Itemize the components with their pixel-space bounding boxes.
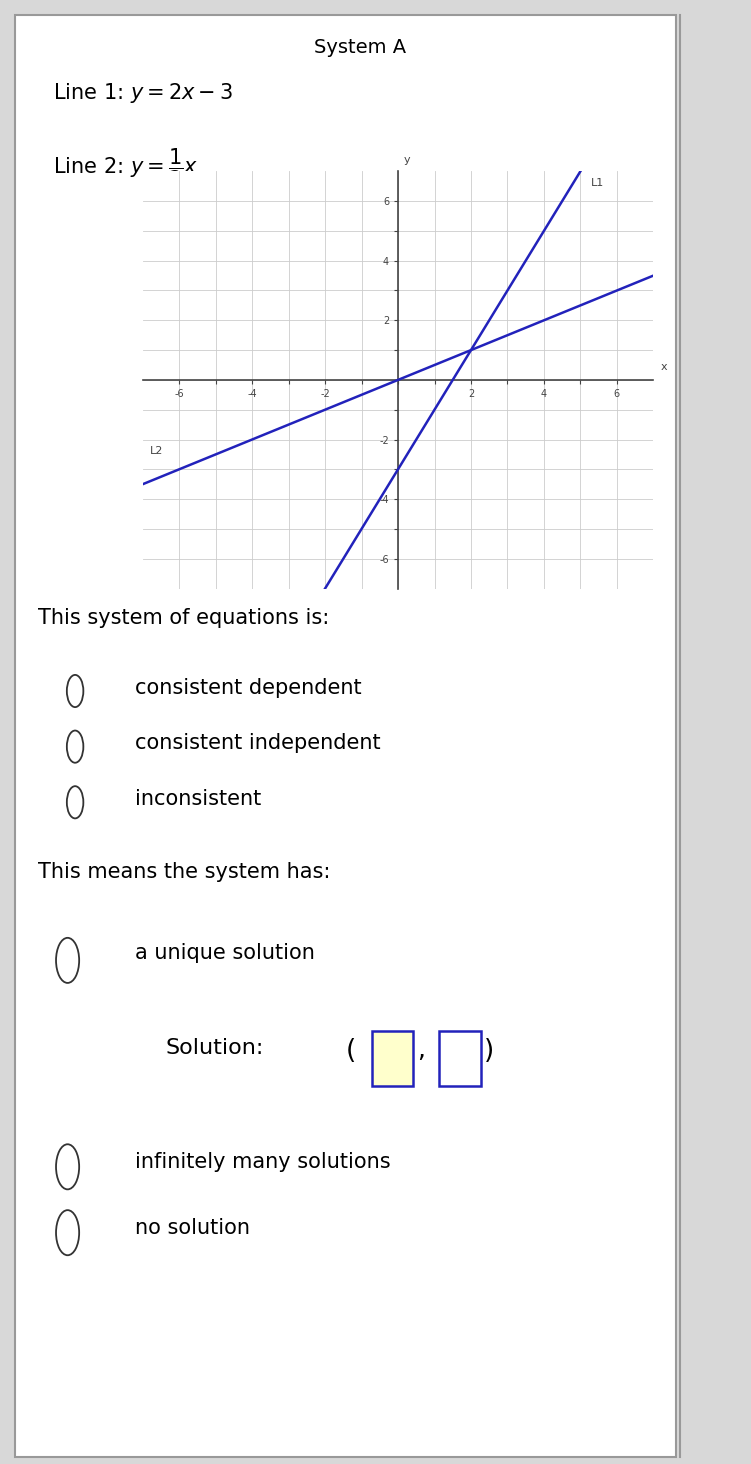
Text: L1: L1 (591, 179, 605, 189)
Text: (: ( (345, 1038, 356, 1064)
Text: consistent independent: consistent independent (135, 733, 381, 754)
Text: Solution:: Solution: (165, 1038, 264, 1058)
Bar (439, 1031, 481, 1086)
Text: Line 1: $y= 2x-3$: Line 1: $y= 2x-3$ (53, 81, 233, 104)
Bar (372, 1031, 413, 1086)
Text: y: y (403, 155, 410, 165)
Text: a unique solution: a unique solution (135, 943, 315, 963)
Text: ,: , (417, 1038, 425, 1061)
Text: no solution: no solution (135, 1218, 250, 1239)
Text: System A: System A (315, 38, 406, 57)
Text: L2: L2 (150, 447, 164, 457)
Text: Line 2: $y= \dfrac{1}{2}x$: Line 2: $y= \dfrac{1}{2}x$ (53, 146, 198, 189)
Text: infinitely many solutions: infinitely many solutions (135, 1152, 391, 1173)
Text: ): ) (484, 1038, 495, 1064)
Text: consistent dependent: consistent dependent (135, 678, 362, 698)
Text: This means the system has:: This means the system has: (38, 862, 330, 883)
Text: inconsistent: inconsistent (135, 789, 261, 810)
Text: This system of equations is:: This system of equations is: (38, 608, 329, 628)
Bar (15, 15, 676, 1457)
Text: x: x (661, 363, 668, 372)
